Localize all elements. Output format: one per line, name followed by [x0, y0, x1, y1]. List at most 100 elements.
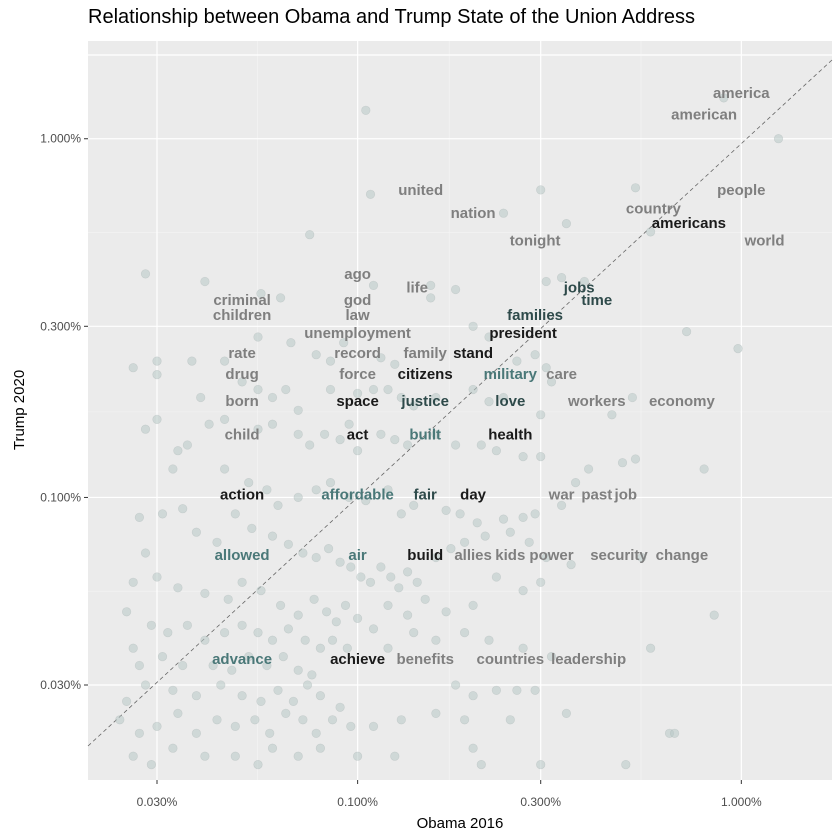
data-point	[376, 429, 386, 439]
data-point	[140, 269, 151, 279]
data-point	[383, 384, 393, 395]
word-label: kids	[495, 547, 525, 564]
data-point	[396, 715, 406, 725]
word-label: god	[344, 292, 372, 309]
y-axis-title: Trump 2020	[11, 370, 28, 450]
data-point	[541, 552, 551, 563]
data-point	[645, 227, 656, 237]
data-point	[339, 338, 349, 348]
data-point	[293, 751, 303, 761]
word-label: war	[548, 486, 575, 503]
data-point	[200, 751, 210, 761]
data-point	[237, 377, 247, 387]
data-point	[669, 728, 680, 738]
word-label: people	[717, 182, 765, 199]
data-point	[566, 559, 576, 570]
data-point	[182, 620, 192, 630]
data-point	[327, 715, 338, 725]
data-point	[476, 440, 486, 450]
word-label: tonight	[510, 233, 561, 250]
data-point	[468, 600, 478, 611]
data-point	[276, 600, 286, 611]
data-point	[298, 715, 308, 725]
data-point	[223, 594, 233, 604]
data-point	[451, 284, 461, 295]
word-label: record	[334, 345, 381, 362]
data-point	[256, 585, 266, 596]
word-label: allowed	[215, 547, 270, 564]
data-point	[157, 509, 168, 519]
data-point	[178, 504, 188, 514]
data-point	[315, 743, 326, 753]
data-point	[570, 478, 581, 488]
data-point	[681, 327, 692, 337]
data-point	[253, 627, 263, 638]
data-point	[286, 338, 296, 348]
data-point	[403, 567, 413, 577]
data-point	[324, 543, 334, 554]
data-point	[491, 572, 502, 582]
data-point	[134, 512, 144, 523]
word-label: fair	[414, 486, 438, 503]
data-point	[293, 492, 303, 503]
data-point	[140, 548, 151, 558]
data-point	[178, 660, 188, 671]
data-point	[220, 356, 230, 366]
data-point	[278, 651, 288, 662]
data-point	[182, 440, 192, 450]
word-label: affordable	[321, 486, 394, 503]
data-point	[498, 392, 509, 403]
data-point	[368, 624, 379, 634]
word-label: americans	[652, 215, 726, 232]
data-point	[196, 392, 206, 403]
data-point	[302, 680, 313, 690]
data-point	[518, 452, 528, 462]
word-label: america	[713, 85, 770, 102]
data-point	[368, 721, 379, 732]
data-point	[315, 691, 326, 701]
data-point	[518, 512, 528, 523]
data-point	[431, 708, 441, 719]
data-point	[273, 500, 283, 511]
data-point	[200, 635, 210, 645]
data-point	[412, 577, 422, 587]
word-label: military	[484, 366, 538, 383]
data-point	[247, 523, 257, 534]
data-point	[541, 276, 551, 287]
data-point	[426, 280, 436, 291]
data-point	[293, 405, 303, 415]
word-label: united	[398, 182, 443, 199]
word-label: families	[507, 307, 563, 324]
word-label: love	[495, 393, 525, 410]
data-point	[273, 685, 283, 695]
word-label: allies	[454, 547, 492, 564]
data-point	[365, 189, 376, 199]
data-point	[267, 635, 278, 645]
data-point	[134, 728, 144, 738]
word-label: country	[626, 200, 682, 217]
word-label: stand	[453, 345, 493, 362]
data-point	[431, 552, 441, 563]
data-point	[335, 435, 345, 445]
data-point	[368, 384, 379, 395]
word-label: health	[488, 426, 532, 443]
word-label: care	[546, 366, 577, 383]
data-point	[530, 685, 540, 695]
x-tick-label: 0.100%	[337, 795, 378, 809]
data-point	[276, 293, 286, 303]
data-point	[281, 708, 291, 719]
data-point	[498, 514, 509, 524]
data-point	[530, 509, 540, 519]
data-point	[344, 492, 354, 503]
data-point	[621, 759, 631, 770]
data-point	[518, 643, 528, 653]
word-label: space	[336, 393, 379, 410]
data-point	[446, 543, 456, 554]
word-label: advance	[212, 651, 272, 668]
data-point	[476, 759, 486, 770]
data-point	[128, 577, 138, 587]
data-point	[140, 424, 151, 434]
word-labels: america american people united country nation…	[212, 85, 785, 668]
data-point	[152, 572, 162, 582]
